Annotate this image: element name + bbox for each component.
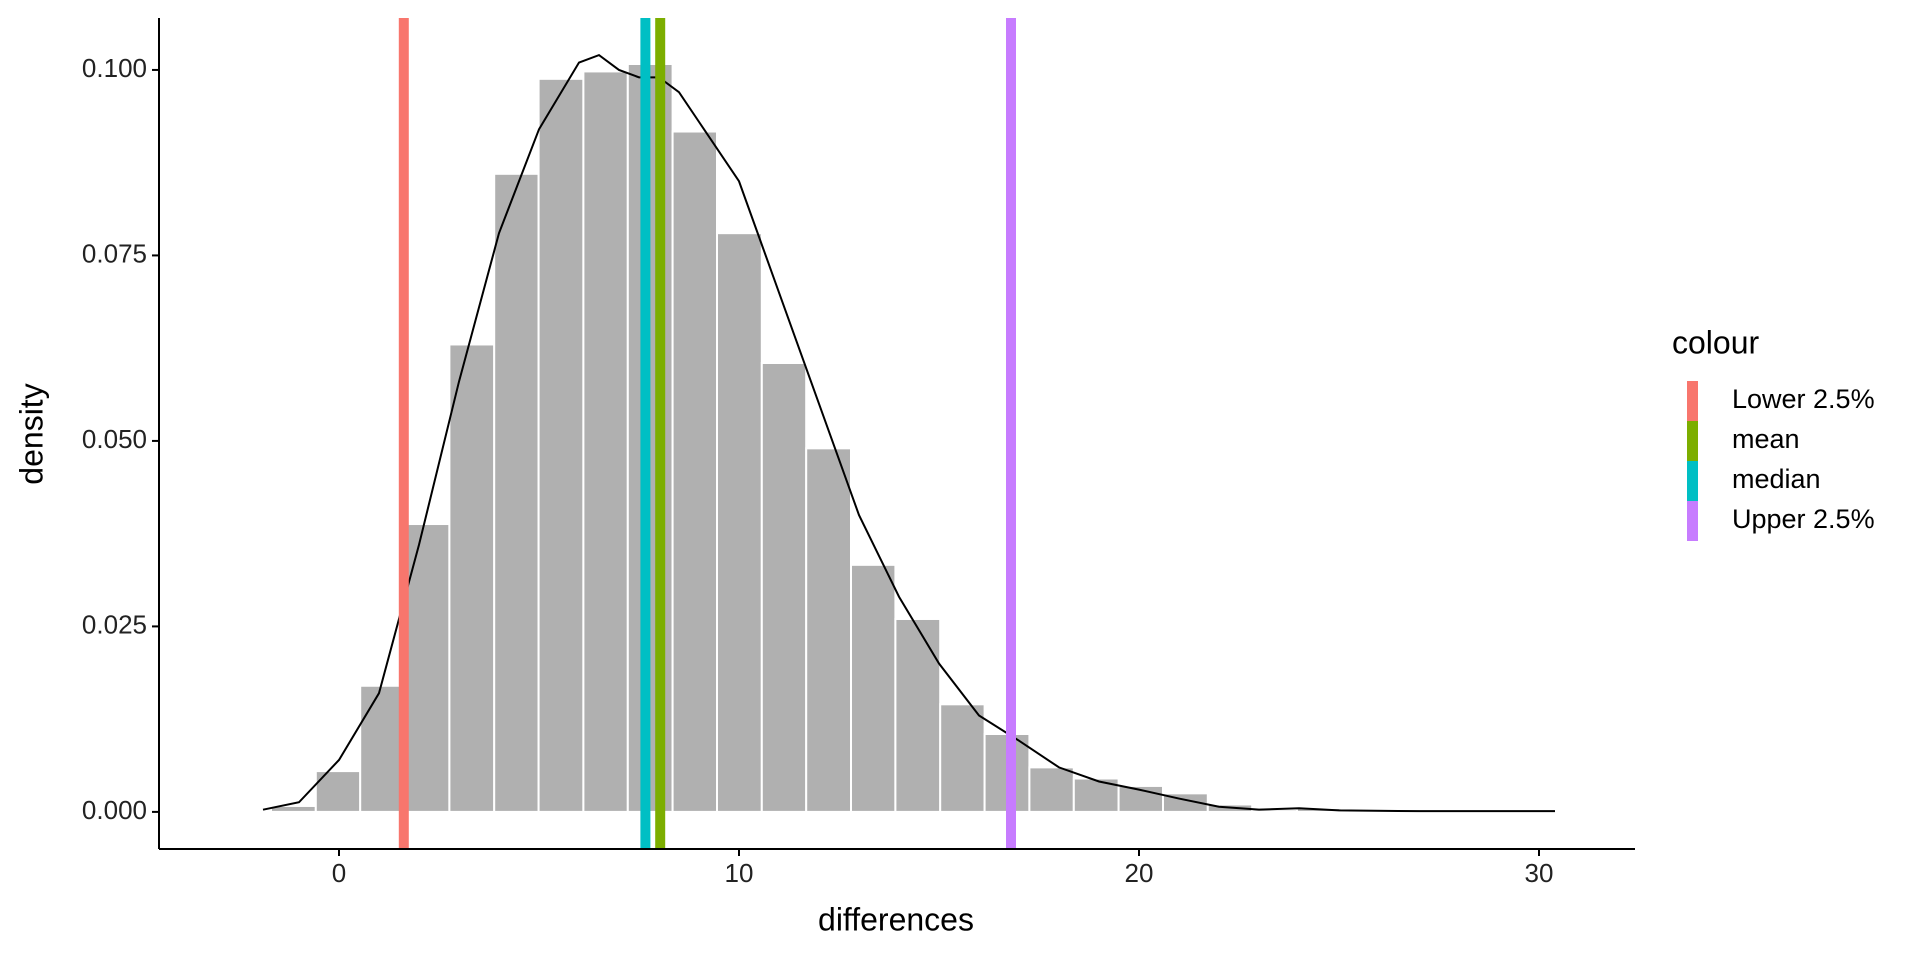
histogram-bar — [1028, 766, 1075, 813]
histogram-bar — [805, 447, 853, 813]
legend-key — [1687, 381, 1698, 421]
histogram-bar — [760, 362, 808, 813]
legend-key — [1687, 421, 1698, 461]
x-tick-label: 30 — [1525, 858, 1554, 888]
histogram-bar — [716, 232, 763, 813]
histogram-bar — [850, 563, 897, 813]
legend-label: median — [1732, 464, 1821, 494]
y-tick-label: 0.100 — [82, 53, 147, 83]
y-tick-label: 0.050 — [82, 424, 147, 454]
y-tick-label: 0.075 — [82, 238, 147, 268]
legend-key — [1687, 461, 1698, 501]
legend-title: colour — [1672, 324, 1760, 360]
legend-label: mean — [1732, 424, 1800, 454]
histogram-bar — [894, 617, 942, 813]
histogram-bar — [939, 703, 986, 813]
histogram-bar — [671, 130, 718, 813]
x-axis-title: differences — [818, 901, 974, 937]
histogram-bar — [448, 343, 496, 813]
histogram-bar — [537, 77, 585, 813]
legend-label: Upper 2.5% — [1732, 504, 1875, 534]
histogram-bar — [404, 523, 451, 813]
histogram-bar — [493, 172, 540, 813]
histogram-bar — [359, 684, 407, 813]
legend-label: Lower 2.5% — [1732, 384, 1875, 414]
x-tick-label: 10 — [725, 858, 754, 888]
density-curve — [262, 53, 1555, 813]
y-axis-title: density — [13, 383, 49, 484]
y-tick-label: 0.025 — [82, 609, 147, 639]
x-tick-label: 0 — [332, 858, 346, 888]
y-tick-label: 0.000 — [82, 795, 147, 825]
x-tick-label: 20 — [1125, 858, 1154, 888]
histogram-bar — [582, 70, 629, 813]
legend-key — [1687, 501, 1698, 541]
